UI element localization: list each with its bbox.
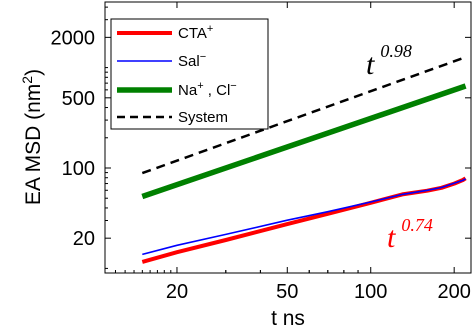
legend: CTA+ Sal− Na+ , Cl− System: [110, 18, 269, 130]
legend-box: [110, 18, 269, 130]
legend-label-nacl: Na+ , Cl−: [178, 80, 237, 99]
x-axis-label: t ns: [271, 307, 305, 330]
series-line-sal: [142, 178, 466, 256]
legend-label-system: System: [178, 109, 228, 126]
legend-label-cta: CTA+: [178, 23, 213, 42]
series-line-nacl: [141, 83, 467, 200]
y-tick-label: 500: [62, 88, 95, 110]
series-layer: [141, 56, 467, 264]
y-tick-label: 2000: [51, 27, 96, 49]
x-tick-labels: 20 50 100 200: [166, 281, 471, 303]
tick-layer: [105, 2, 471, 273]
y-axis-label: EA MSD (nm2): [19, 69, 45, 205]
y-tick-label: 100: [62, 158, 95, 180]
series-line-system: [141, 56, 467, 175]
legend-label-sal: Sal−: [178, 51, 206, 70]
y-tick-labels: 20 100 500 2000: [51, 27, 96, 250]
y-tick-label: 20: [73, 228, 95, 250]
x-tick-label: 20: [166, 281, 188, 303]
x-tick-label: 100: [354, 281, 387, 303]
annotation-ion-slope: t 0.74: [387, 215, 433, 254]
x-tick-label: 50: [276, 281, 298, 303]
annotation-system-slope: t 0.98: [366, 41, 412, 81]
x-tick-label: 200: [438, 281, 471, 303]
